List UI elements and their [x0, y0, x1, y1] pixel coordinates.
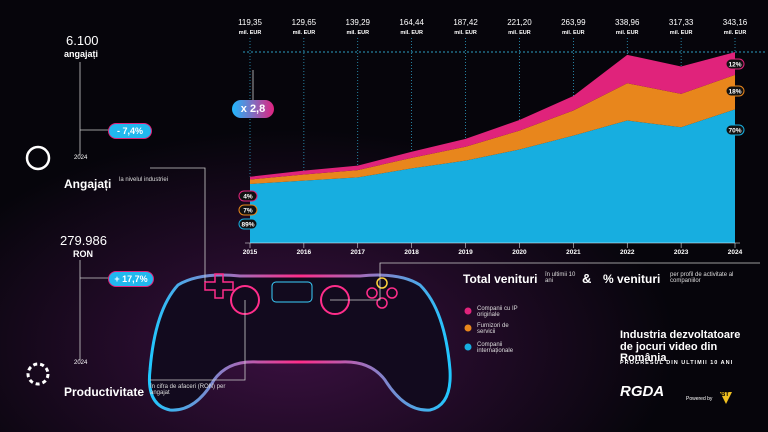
total-unit: mil. EUR — [508, 30, 531, 36]
x-tick-label: 2015 — [243, 249, 258, 256]
chart-subtitle-note: per profil de activitate al companiilor — [670, 272, 734, 285]
employees-note: la nivelul industriei — [119, 177, 169, 183]
share-label: 4% — [243, 194, 253, 201]
bt-shield — [720, 392, 732, 404]
growth-pill: x 2,8 — [232, 100, 274, 118]
total-unit: mil. EUR — [562, 30, 585, 36]
connectors — [79, 62, 760, 381]
logo: RGDA — [620, 383, 665, 400]
legend-dot — [464, 343, 472, 351]
total-unit: mil. EUR — [724, 30, 747, 36]
footer-subtitle: PROGRESUL DIN ULTIMII 10 ANI — [620, 360, 734, 366]
total-unit: mil. EUR — [454, 30, 477, 36]
share-label: 18% — [728, 89, 741, 96]
x-tick-label: 2021 — [566, 249, 581, 256]
productivity-year: 2024 — [74, 360, 88, 366]
chart-title: Total venituri — [463, 272, 538, 286]
total-unit: mil. EUR — [670, 30, 693, 36]
productivity-value: 279.986 — [60, 233, 107, 248]
x-tick-label: 2019 — [458, 249, 473, 256]
total-label: 164,44 — [399, 18, 424, 27]
total-label: 187,42 — [453, 18, 478, 27]
total-unit: mil. EUR — [346, 30, 369, 36]
total-label: 129,65 — [292, 18, 317, 27]
legend-dot — [464, 324, 472, 332]
employees-unit: angajați — [64, 49, 99, 59]
head-icon — [25, 145, 51, 171]
total-label: 317,33 — [669, 18, 694, 27]
total-label: 263,99 — [561, 18, 586, 27]
employees-value: 6.100 — [66, 33, 99, 48]
share-label: 12% — [728, 62, 741, 69]
share-pill — [725, 58, 745, 70]
total-label: 139,29 — [346, 18, 371, 27]
x-tick-label: 2018 — [404, 249, 419, 256]
employees-title: Angajați — [64, 177, 112, 191]
chart-title-note: în ultimii 10 ani — [545, 272, 576, 285]
share-label: 7% — [243, 208, 253, 215]
x-tick-label: 2020 — [512, 249, 527, 256]
area — [250, 74, 735, 185]
area — [250, 52, 735, 180]
productivity-change: + 17,7% — [108, 271, 154, 287]
employees-year: 2024 — [74, 155, 88, 161]
powered-by: Powered by — [686, 396, 713, 402]
x-tick-label: 2022 — [620, 249, 635, 256]
total-unit: mil. EUR — [400, 30, 423, 36]
total-label: 221,20 — [507, 18, 532, 27]
share-pill — [725, 85, 745, 97]
total-unit: mil. EUR — [616, 30, 639, 36]
gear-icon — [26, 362, 50, 386]
total-label: 338,96 — [615, 18, 640, 27]
footer-title: Industria dezvoltatoare de jocuri video … — [620, 329, 741, 365]
share-pill — [238, 204, 258, 216]
employees-change: - 7,4% — [108, 123, 152, 139]
total-label: 119,35 — [238, 18, 262, 27]
area — [250, 109, 735, 243]
controller — [147, 273, 452, 412]
legend-dot — [464, 307, 472, 315]
legend-label: Companii internaționale — [477, 342, 514, 355]
x-tick-label: 2016 — [297, 249, 312, 256]
total-label: 343,16 — [723, 18, 748, 27]
total-unit: mil. EUR — [239, 30, 262, 36]
legend-label: Furnizori de servicii — [477, 323, 509, 336]
sponsor: BT — [721, 392, 729, 398]
total-unit: mil. EUR — [293, 30, 316, 36]
productivity-unit: RON — [73, 249, 93, 259]
chart-subtitle: % venituri — [603, 272, 661, 286]
share-pill — [238, 218, 258, 230]
share-pill — [238, 190, 258, 202]
share-pill — [725, 124, 745, 136]
productivity-note: în cifra de afaceri (RON) per angajat — [150, 384, 226, 397]
x-tick-label: 2017 — [351, 249, 366, 256]
x-tick-label: 2023 — [674, 249, 689, 256]
x-tick-label: 2024 — [728, 249, 743, 256]
legend-label: Companii cu IP originale — [477, 306, 518, 319]
amp: & — [582, 271, 592, 286]
productivity-title: Productivitate — [64, 385, 145, 399]
share-label: 89% — [241, 222, 254, 229]
share-label: 70% — [728, 128, 741, 135]
